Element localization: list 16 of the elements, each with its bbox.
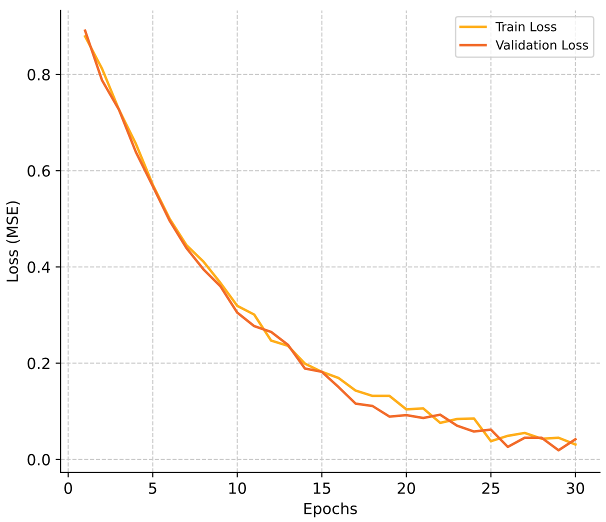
x-tick-label: 20: [398, 482, 416, 494]
legend-label: Validation Loss: [496, 40, 588, 50]
x-tick-label: 25: [482, 482, 500, 494]
legend-label: Train Loss: [496, 22, 556, 32]
y-tick-label: 0.8: [28, 68, 50, 80]
y-tick-label: 0.4: [28, 261, 50, 273]
x-tick-label: 15: [314, 482, 330, 494]
y-tick-label: 0.6: [28, 165, 50, 177]
x-axis-title: Epochs: [304, 502, 357, 518]
x-tick-label: 10: [229, 482, 246, 494]
x-tick-label: 30: [566, 482, 584, 494]
y-tick-label: 0.2: [28, 358, 50, 370]
y-tick-label: 0.0: [28, 454, 50, 466]
x-tick-label: 0: [64, 482, 72, 494]
y-axis-title: Loss (MSE): [6, 201, 20, 282]
x-tick-label: 5: [149, 482, 156, 494]
